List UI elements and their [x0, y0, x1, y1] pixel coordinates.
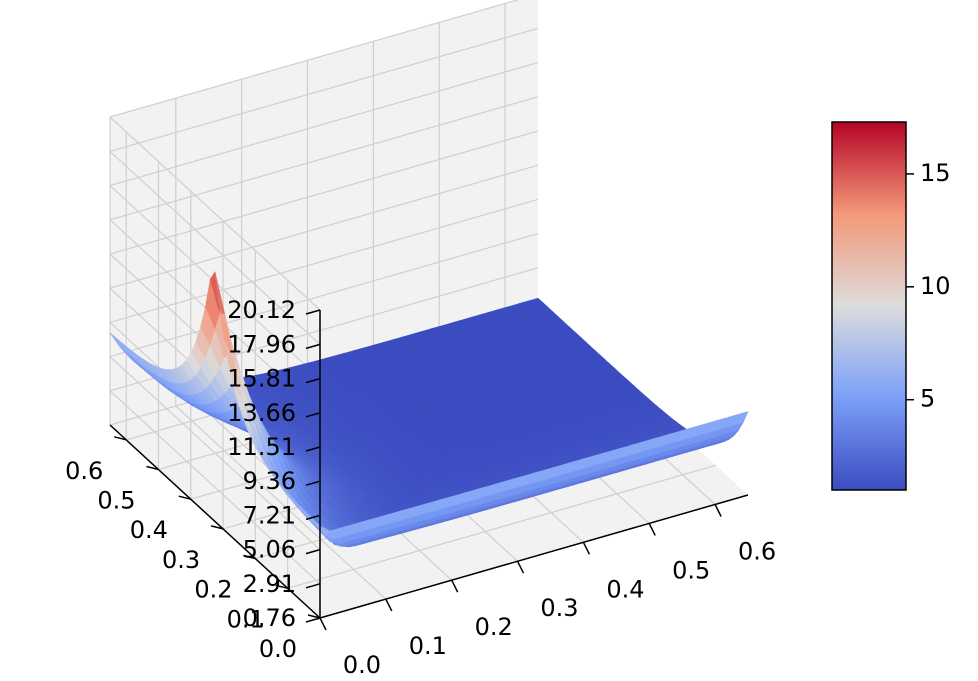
left-wall-gridline-z [109, 390, 321, 585]
z-tick-label: 5.06 [243, 536, 296, 564]
y-tick-label: 0.1 [227, 605, 265, 633]
z-tick-label: 11.51 [227, 433, 296, 461]
back-wall-gridline-z [109, 233, 539, 358]
back-wall-gridline-z [109, 0, 520, 118]
colorbar-tick-label: 10 [920, 272, 951, 300]
z-tick [305, 412, 321, 418]
y-tick [210, 525, 224, 530]
z-tick-label: 15.81 [227, 365, 296, 393]
x-tick [451, 579, 459, 593]
left-wall-gridline-z [109, 356, 321, 551]
surface-patch [732, 411, 749, 426]
z-tick [305, 514, 321, 521]
colorbar-gradient [831, 121, 907, 491]
x-tick-label: 0.6 [738, 538, 776, 566]
z-tick-label: 2.91 [243, 570, 296, 598]
z-tick-label: 9.36 [243, 467, 296, 495]
z-tick [305, 343, 321, 350]
z-tick [305, 480, 321, 486]
colorbar-tick-label: 15 [920, 159, 951, 187]
y-tick [275, 584, 288, 590]
z-tick-label: 7.21 [243, 501, 296, 529]
colorbar-tick-label: 5 [920, 385, 935, 413]
x-tick [714, 504, 722, 517]
back-wall-gridline-z [109, 62, 539, 187]
left-wall-gridline-z [109, 116, 321, 311]
y-tick-label: 0.5 [97, 487, 135, 515]
back-wall-gridline-z [109, 27, 539, 152]
z-tick-label: 0.76 [243, 604, 296, 632]
y-tick [114, 436, 127, 441]
surface-plot [109, 271, 749, 548]
x-tick-label: 0.3 [540, 594, 578, 622]
y-tick-label: 0.2 [194, 576, 232, 604]
floor-gridline-y [287, 464, 716, 589]
z-tick [305, 583, 321, 589]
floor-gridline-x [175, 405, 387, 600]
y-axis-line [109, 424, 321, 619]
x-tick [385, 598, 393, 612]
z-tick [305, 617, 321, 623]
y-tick [146, 465, 159, 471]
x-tick-label: 0.4 [606, 575, 644, 603]
x-tick-label: 0.1 [409, 632, 447, 660]
z-tick-label: 17.96 [227, 330, 296, 358]
back-wall-gridline-z [109, 198, 539, 323]
x-tick-label: 0.0 [343, 651, 381, 679]
z-tick [305, 377, 321, 384]
z-tick [305, 309, 321, 315]
axis-lines [109, 310, 749, 619]
x-tick-label: 0.2 [475, 613, 513, 641]
y-tick-label: 0.0 [259, 635, 297, 663]
y-tick [307, 614, 321, 619]
x-tick [582, 541, 591, 555]
x-tick [516, 560, 525, 574]
back-wall-gridline-z [109, 96, 539, 221]
z-tick [305, 548, 321, 555]
left-wall-gridline-z [109, 150, 321, 345]
x-tick [648, 523, 656, 536]
y-tick-label: 0.4 [130, 516, 168, 544]
y-tick-label: 0.6 [65, 457, 103, 485]
z-tick-label: 20.12 [227, 296, 296, 324]
x-tick-label: 0.5 [672, 556, 710, 584]
axis-ticks: 0.00.10.20.30.40.50.60.00.10.20.30.40.50… [65, 296, 776, 679]
back-wall-gridline-z [109, 130, 539, 255]
z-tick-label: 13.66 [227, 399, 296, 427]
back-wall-gridline-z [109, 164, 539, 289]
y-tick [243, 554, 256, 560]
x-axis-line [319, 494, 749, 619]
y-tick-label: 0.3 [162, 546, 200, 574]
z-tick [305, 446, 321, 452]
x-tick [319, 617, 327, 631]
colorbar: 5 10 15 [831, 121, 951, 491]
y-tick [178, 495, 191, 500]
